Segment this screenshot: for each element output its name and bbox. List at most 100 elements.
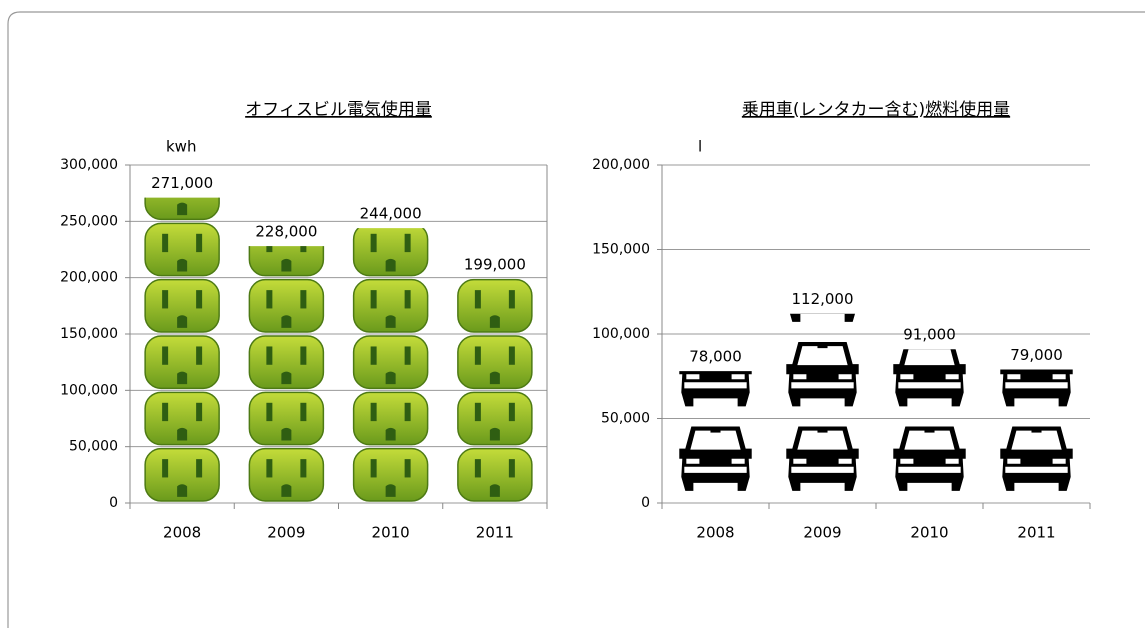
outlet-ground xyxy=(177,202,188,216)
car-window xyxy=(690,430,741,450)
car-roof xyxy=(817,344,828,349)
car-light xyxy=(731,374,745,380)
outlet-ground xyxy=(385,315,396,328)
outlet-ground xyxy=(385,484,396,497)
outlet-slot xyxy=(370,233,377,253)
car-window xyxy=(797,346,848,366)
outlet-slot xyxy=(370,402,377,422)
car-roof xyxy=(710,428,721,433)
y-tick-label: 200,000 xyxy=(60,270,118,286)
outlet-ground xyxy=(281,258,292,272)
y-tick-label: 150,000 xyxy=(60,326,118,342)
y-tick-label: 100,000 xyxy=(60,382,118,398)
value-label: 199,000 xyxy=(464,255,526,273)
outlet-slot xyxy=(404,346,411,365)
car-window xyxy=(797,430,848,450)
outlet-slot xyxy=(162,233,169,253)
y-tick-label: 100,000 xyxy=(592,326,650,342)
outlet-slot xyxy=(404,233,411,253)
bar xyxy=(352,228,429,502)
car-body xyxy=(789,313,856,322)
outlet-ground xyxy=(281,427,292,441)
outlet-slot xyxy=(370,290,377,309)
x-tick-label: 2008 xyxy=(163,524,201,542)
outlet-slot xyxy=(404,459,411,478)
car-light xyxy=(686,374,700,380)
outlet-slot xyxy=(196,402,203,422)
car-bumper xyxy=(791,466,854,473)
car-bumper xyxy=(791,382,854,389)
bar xyxy=(1000,369,1073,491)
outlet-slot xyxy=(300,246,307,253)
car-roof xyxy=(817,260,827,264)
outlet-slot xyxy=(508,346,515,365)
chart-title: オフィスビル電気使用量 xyxy=(245,99,432,120)
car-body xyxy=(679,371,752,407)
value-label: 112,000 xyxy=(791,290,853,308)
bar xyxy=(786,260,859,491)
car-light xyxy=(838,374,852,380)
car-light xyxy=(793,458,807,464)
car-window xyxy=(1011,430,1062,450)
car-light xyxy=(945,374,959,380)
outlet-slot xyxy=(300,459,307,478)
outlet-slot xyxy=(508,402,515,422)
outlet-ground xyxy=(281,484,292,497)
outlet-slot xyxy=(162,346,169,365)
bar xyxy=(679,371,752,491)
outlet-ground xyxy=(489,484,500,497)
x-tick-label: 2011 xyxy=(1017,524,1055,542)
car-bumper xyxy=(684,466,747,473)
car-light xyxy=(900,374,914,380)
bar xyxy=(893,344,966,491)
y-axis-label: l xyxy=(698,138,702,156)
car-bumper xyxy=(1005,382,1068,389)
outlet-ground xyxy=(177,315,188,328)
outlet-slot xyxy=(196,346,203,365)
outlet-slot xyxy=(162,402,169,422)
car-light xyxy=(900,458,914,464)
outlet-slot xyxy=(474,290,481,309)
outlet-slot xyxy=(266,402,273,422)
y-tick-label: 250,000 xyxy=(60,213,118,229)
car-window xyxy=(904,349,955,366)
outlet-slot xyxy=(474,346,481,365)
car-bumper xyxy=(1005,466,1068,473)
outlet-slot xyxy=(300,402,307,422)
car-light xyxy=(838,458,852,464)
x-tick-label: 2010 xyxy=(372,524,410,542)
value-label: 228,000 xyxy=(255,223,317,241)
outlet-slot xyxy=(300,346,307,365)
bar xyxy=(248,246,325,502)
value-label: 79,000 xyxy=(1010,346,1063,364)
outlet-slot xyxy=(266,346,273,365)
outlet-slot xyxy=(404,290,411,309)
outlet-ground xyxy=(385,427,396,441)
x-tick-label: 2009 xyxy=(267,524,305,542)
outlet-slot xyxy=(196,233,203,253)
outlet-ground xyxy=(489,315,500,328)
car-window xyxy=(904,430,955,450)
outlet-slot xyxy=(266,459,273,478)
car-bumper xyxy=(898,466,961,473)
outlet-ground xyxy=(177,484,188,497)
value-label: 244,000 xyxy=(360,205,422,223)
outlet-slot xyxy=(370,346,377,365)
outlet-slot xyxy=(508,290,515,309)
chart-title: 乗用車(レンタカー含む)燃料使用量 xyxy=(742,99,1010,120)
bar xyxy=(144,197,220,502)
car-roof xyxy=(924,344,934,348)
y-tick-label: 150,000 xyxy=(592,242,650,258)
outlet-ground xyxy=(177,427,188,441)
car-light xyxy=(1007,458,1021,464)
y-tick-label: 300,000 xyxy=(60,157,118,173)
y-tick-label: 50,000 xyxy=(601,411,650,427)
car-window xyxy=(797,262,847,281)
outlet-slot xyxy=(196,290,203,309)
x-tick-label: 2009 xyxy=(803,524,841,542)
car-light xyxy=(1052,458,1066,464)
value-label: 271,000 xyxy=(151,174,213,192)
outlet-ground xyxy=(385,258,396,272)
outlet-slot xyxy=(266,246,273,253)
